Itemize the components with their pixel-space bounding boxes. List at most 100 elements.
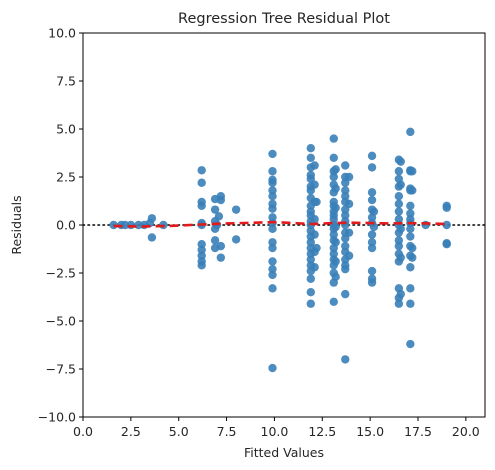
x-tick-label-0: 0.0	[73, 424, 93, 439]
data-point-152	[369, 222, 379, 232]
data-point-113	[331, 257, 340, 266]
data-point-47	[268, 243, 277, 253]
data-point-171	[396, 180, 405, 189]
data-point-34	[231, 235, 241, 244]
data-point-115	[341, 161, 350, 170]
plot-area	[82, 127, 486, 373]
data-point-43	[268, 213, 277, 222]
data-point-139	[367, 163, 377, 172]
data-point-13	[197, 201, 206, 210]
data-point-199	[442, 220, 451, 230]
data-point-185	[406, 232, 415, 241]
data-point-191	[406, 339, 415, 349]
data-point-158	[394, 199, 404, 209]
data-point-39	[268, 186, 277, 195]
data-point-16	[197, 240, 206, 249]
data-point-102	[329, 249, 338, 258]
data-point-136	[344, 228, 354, 237]
axes: 0.0 2.5 5.0 7.5 10.0 12.5 15.0 17.5 20.0 −10.0 −7.…	[38, 26, 486, 439]
data-point-85	[312, 243, 321, 253]
data-point-48	[268, 257, 277, 266]
data-point-51	[268, 284, 277, 293]
data-point-180	[406, 201, 415, 210]
x-axis-label: Fitted Values	[244, 445, 324, 460]
data-point-154	[394, 167, 404, 176]
data-point-114	[331, 272, 340, 282]
data-point-109	[331, 184, 340, 193]
data-point-201	[442, 240, 451, 249]
data-point-30	[216, 195, 226, 205]
data-point-46	[268, 238, 277, 247]
data-point-107	[329, 297, 338, 306]
data-point-122	[341, 211, 350, 220]
data-point-71	[306, 255, 315, 264]
data-point-40	[268, 192, 277, 201]
x-tick-label-4: 10.0	[261, 424, 289, 439]
data-point-110	[331, 203, 340, 212]
x-tick-label-2: 5.0	[169, 424, 189, 439]
y-tick-label-8: 10.0	[48, 26, 76, 41]
x-tick-label-7: 17.5	[404, 424, 432, 439]
data-point-193	[408, 186, 417, 195]
data-point-22	[210, 205, 220, 214]
data-point-99	[329, 230, 338, 239]
x-tick-label-6: 15.0	[356, 424, 384, 439]
y-axis-label: Residuals	[9, 195, 24, 254]
data-point-84	[312, 197, 321, 207]
data-point-188	[406, 263, 415, 272]
data-point-198	[442, 203, 451, 212]
data-point-190	[406, 299, 415, 308]
data-point-31	[216, 241, 226, 251]
data-point-75	[306, 288, 315, 297]
x-tick-label-5: 12.5	[308, 424, 336, 439]
data-point-151	[369, 207, 379, 216]
data-point-68	[306, 238, 315, 247]
data-point-175	[406, 127, 415, 137]
data-point-189	[406, 284, 415, 293]
data-point-173	[396, 253, 405, 262]
data-point-52	[268, 363, 277, 373]
data-point-11	[197, 178, 206, 187]
data-point-36	[268, 167, 277, 176]
data-point-196	[421, 220, 430, 230]
data-point-133	[341, 355, 350, 364]
y-tick-label-7: 7.5	[56, 74, 76, 89]
data-point-2	[120, 220, 130, 230]
y-tick-label-1: −7.5	[46, 362, 76, 377]
data-point-140	[367, 188, 377, 197]
y-tick-label-6: 5.0	[56, 122, 76, 137]
data-point-174	[396, 289, 405, 299]
data-point-83	[310, 263, 319, 272]
y-tick-label-3: −2.5	[46, 266, 76, 281]
data-point-112	[331, 238, 340, 247]
data-point-53	[306, 144, 315, 153]
data-point-74	[306, 274, 315, 283]
trend-line	[113, 220, 447, 228]
data-point-132	[341, 289, 350, 299]
data-point-96	[329, 215, 338, 224]
data-point-119	[341, 192, 350, 201]
data-point-150	[367, 278, 377, 287]
data-point-7	[147, 214, 157, 223]
data-point-54	[306, 153, 315, 162]
data-point-17	[197, 245, 206, 255]
data-point-146	[367, 238, 377, 247]
x-tick-label-1: 2.5	[121, 424, 141, 439]
data-point-164	[394, 241, 404, 251]
data-point-137	[344, 251, 354, 260]
data-point-148	[367, 266, 377, 276]
data-point-159	[394, 207, 404, 216]
data-point-50	[268, 270, 277, 280]
x-tick-label-3: 7.5	[217, 424, 237, 439]
data-point-25	[210, 236, 220, 245]
data-point-45	[268, 224, 277, 234]
data-point-86	[329, 134, 338, 143]
data-point-127	[341, 241, 350, 251]
data-point-38	[268, 178, 277, 187]
data-point-20	[197, 261, 206, 270]
data-point-89	[329, 172, 338, 182]
data-point-10	[197, 166, 206, 175]
data-point-181	[406, 209, 415, 218]
data-point-78	[310, 180, 319, 189]
y-tick-label-5: 2.5	[56, 170, 76, 185]
